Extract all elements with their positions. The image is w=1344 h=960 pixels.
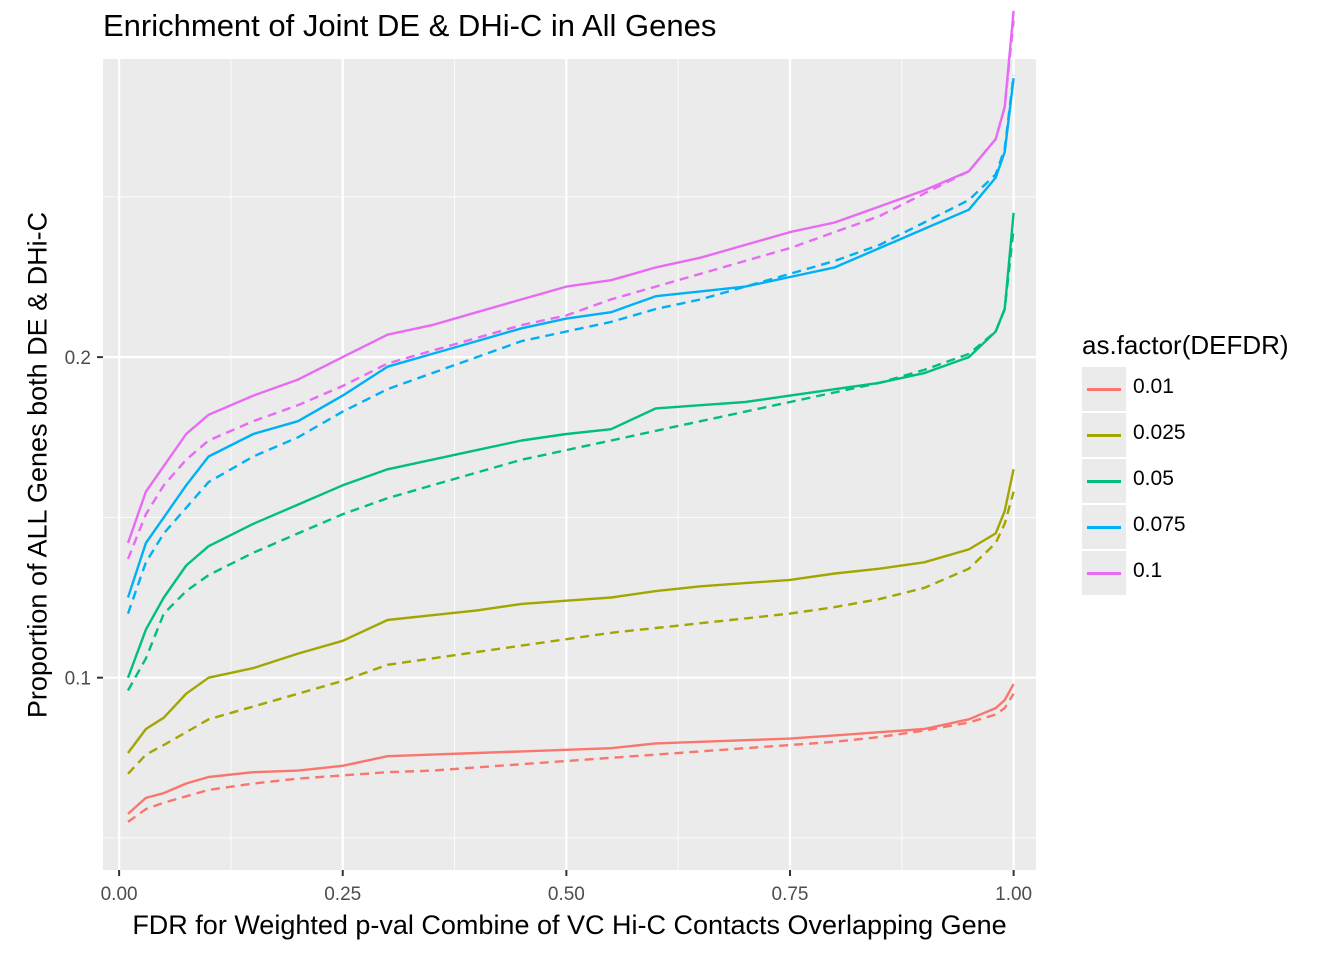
legend-swatch [1087,388,1121,391]
series-line-0_025-solid [127,469,1015,754]
x-tick-label: 0.75 [772,884,809,905]
chart-title: Enrichment of Joint DE & DHi-C in All Ge… [103,8,717,43]
x-axis-label: FDR for Weighted p-val Combine of VC Hi-… [132,910,1007,940]
panel-background [103,59,1036,870]
legend-key [1082,505,1126,549]
legend-key [1082,367,1126,411]
legend-item: 0.075 [1082,505,1342,551]
legend-label: 0.01 [1133,375,1174,398]
legend-swatch [1087,572,1121,575]
series-line-0_1-solid [126,10,1015,544]
axis-layer: 0.00 0.25 0.50 0.75 1.00 0.1 0.2 [65,348,1033,905]
series-line-0_075-solid [126,78,1015,598]
y-tick-label: 0.1 [65,669,91,690]
legend-label: 0.075 [1133,513,1186,536]
y-axis-label: Proportion of ALL Genes both DE & DHi-C [22,211,53,719]
x-tick-label: 1.00 [995,884,1032,905]
legend-label: 0.025 [1133,421,1186,444]
series-layer [126,10,1015,823]
series-line-0_05-dashed [126,228,1015,692]
x-tick-label: 0.50 [548,884,585,905]
legend-swatch [1087,526,1121,529]
series-line-0_1-dashed [126,20,1015,560]
legend-swatch [1087,480,1121,483]
series-line-0_05-solid [126,212,1015,679]
y-tick-label: 0.2 [65,348,91,369]
legend-label: 0.05 [1133,467,1174,490]
series-line-0_075-dashed [126,74,1015,614]
legend-key [1082,459,1126,503]
series-line-0_01-solid [127,683,1015,815]
legend-item: 0.1 [1082,551,1342,597]
legend-key [1082,551,1126,595]
grid-major [103,59,1036,870]
legend-swatch [1087,434,1121,437]
legend-label: 0.1 [1133,559,1163,582]
x-tick-label: 0.00 [101,884,138,905]
series-line-0_025-dashed [127,491,1015,775]
legend-item: 0.05 [1082,459,1342,505]
legend-key [1082,413,1126,457]
legend-item: 0.01 [1082,367,1342,413]
x-tick-label: 0.25 [324,884,361,905]
legend-title: as.factor(DEFDR) [1082,330,1289,360]
legend-item: 0.025 [1082,413,1342,459]
